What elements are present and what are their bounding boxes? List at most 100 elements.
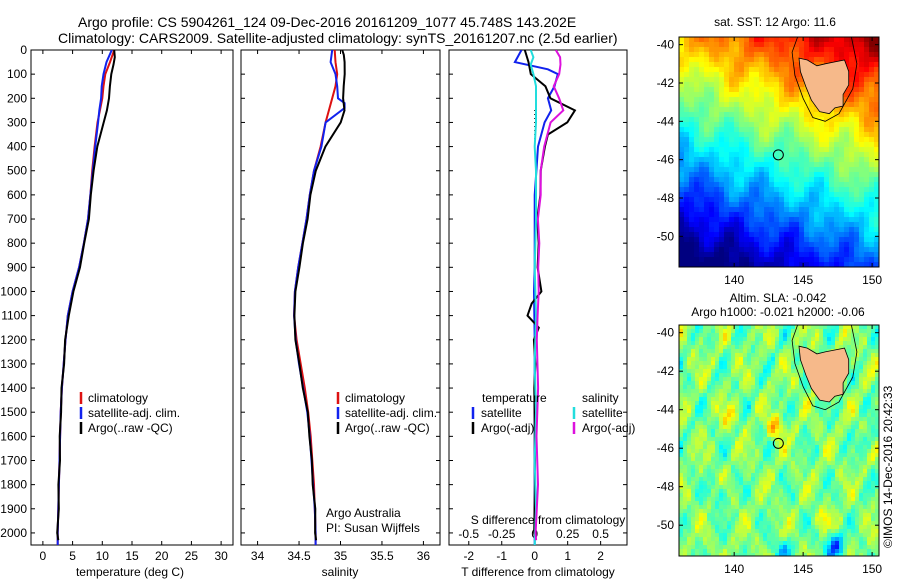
map-cell [795,517,800,522]
map-cell [859,477,864,482]
map-cell [775,469,780,474]
map-cell [859,337,864,342]
map-cell [767,413,772,418]
map-cell [775,393,780,398]
map-cell [703,405,708,410]
map-cell [851,393,856,398]
map-cell [799,82,805,88]
map-cell [834,42,840,48]
map-cell [851,469,856,474]
map-cell [743,477,748,482]
map-cell [723,381,728,386]
map-cell [715,353,720,358]
map-cell [695,469,700,474]
map-cell [789,132,795,138]
map-cell [824,212,830,218]
map-cell [803,549,808,554]
map-cell [871,461,876,466]
map-cell [691,405,696,410]
map-cell [683,521,688,526]
map-cell [699,242,705,248]
map-cell [723,521,728,526]
map-cell [771,377,776,382]
map-cell [791,513,796,518]
map-cell [751,497,756,502]
map-cell [727,385,732,390]
map-cell [794,147,800,153]
map-cell [744,102,750,108]
map-cell [851,489,856,494]
map-cell [699,47,705,53]
map-cell [783,325,788,330]
map-cell [811,497,816,502]
map-cell [707,481,712,486]
map-cell [719,501,724,506]
map-cell [729,217,735,223]
map-cell [799,421,804,426]
map-cell [709,242,715,248]
map-cell [735,341,740,346]
map-cell [695,337,700,342]
map-cell [859,521,864,526]
map-cell [699,501,704,506]
map-cell [795,353,800,358]
map-cell [731,381,736,386]
map-cell [779,505,784,510]
map-cell [714,52,720,58]
map-cell [719,545,724,550]
map-cell [834,157,840,163]
map-cell [687,445,692,450]
map-cell [711,453,716,458]
map-cell [684,177,690,183]
map-cell [835,489,840,494]
map-cell [739,513,744,518]
map-cell [763,365,768,370]
map-cell [811,393,816,398]
map-cell [789,157,795,163]
y-tick-label: 1500 [0,405,27,419]
map-cell [791,325,796,330]
map-cell [824,192,830,198]
map-cell [719,369,724,374]
map-cell [871,489,876,494]
map-cell [827,429,832,434]
map-cell [704,167,710,173]
map-cell [719,42,725,48]
map-cell [684,217,690,223]
map-cell [731,425,736,430]
map-cell [719,481,724,486]
map-cell [799,147,805,153]
map-cell [755,437,760,442]
map-cell [723,513,728,518]
map-cell [847,545,852,550]
map-cell [691,441,696,446]
map-cell [839,465,844,470]
map-cell [714,77,720,83]
x-tick-label: 10 [96,549,110,563]
map-cell [699,77,705,83]
map-cell [707,385,712,390]
map-cell [831,437,836,442]
map-cell [769,237,775,243]
map-cell [867,509,872,514]
map-cell [795,433,800,438]
map-cell [794,192,800,198]
map-cell [789,142,795,148]
map-cell [771,521,776,526]
map-cell [679,393,684,398]
map-cell [699,513,704,518]
map-cell [759,147,765,153]
map-cell [731,405,736,410]
map-cell [819,57,825,63]
map-cell [691,493,696,498]
map-cell [735,465,740,470]
map-cell [784,237,790,243]
sla-heatmap [679,325,879,556]
map-cell [687,433,692,438]
map-cell [831,329,836,334]
map-cell [679,389,684,394]
map-cell [759,329,764,334]
map-cell [683,529,688,534]
map-cell [695,525,700,530]
map-cell [787,489,792,494]
